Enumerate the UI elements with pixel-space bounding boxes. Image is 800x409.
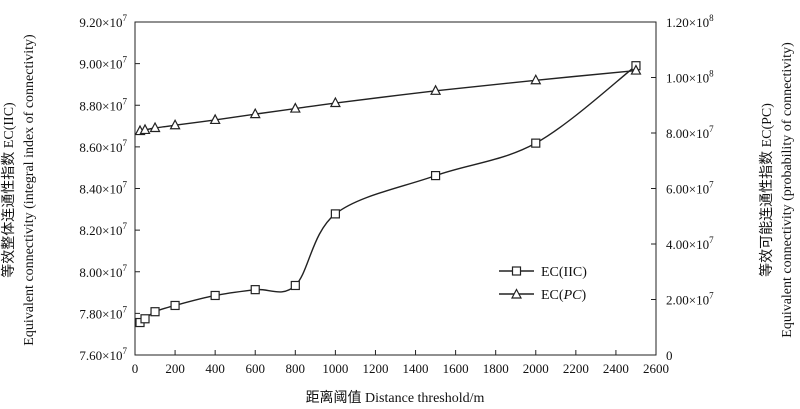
- data-point-square: [531, 138, 541, 148]
- data-point-triangle: [530, 73, 542, 85]
- left-y-tick-label: 8.20×107: [79, 221, 127, 238]
- data-point-square: [210, 290, 220, 301]
- right-y-tick-label: 8.00×107: [666, 124, 714, 141]
- left-y-tick-label: 8.00×107: [79, 263, 127, 280]
- legend-label-ec-pc: EC(PC): [541, 288, 586, 303]
- legend-entry-ec-pc: EC(PC): [499, 288, 586, 303]
- data-point-triangle: [249, 107, 261, 119]
- data-point-triangle: [430, 84, 442, 95]
- x-axis-ticks: 0 200 400 600 800 1000 1200 1400 1600 1800 2000 220…: [132, 350, 669, 376]
- x-tick-label: 200: [165, 361, 185, 376]
- x-tick-label: 1400: [403, 361, 429, 376]
- right-y-tick-label: 6.00×107: [666, 180, 714, 197]
- left-y-tick-label: 8.60×107: [79, 138, 127, 155]
- x-tick-label: 0: [132, 361, 139, 376]
- left-y-axis-title-en: Equivalent connectivity (integral index …: [22, 34, 37, 346]
- x-tick-label: 2400: [603, 361, 629, 376]
- data-point-square: [430, 170, 441, 181]
- data-point-triangle: [169, 118, 181, 130]
- left-y-axis-ticks: 7.60×107 7.80×107 8.00×107 8.20×107 8.40×107…: [79, 13, 140, 363]
- legend: EC(IIC) EC(PC): [499, 265, 587, 303]
- right-y-axis-title-en: Equivalent connectivity (probability of …: [780, 42, 795, 338]
- legend-square-marker: [511, 266, 522, 276]
- left-y-tick-label: 8.80×107: [79, 96, 127, 113]
- left-y-tick-label: 9.20×107: [79, 13, 127, 30]
- data-point-triangle: [139, 123, 151, 135]
- x-tick-label: 400: [205, 361, 225, 376]
- x-tick-label: 800: [286, 361, 306, 376]
- left-y-tick-label: 7.60×107: [79, 346, 127, 363]
- data-point-triangle: [630, 64, 642, 75]
- legend-label-ec-iic: EC(IIC): [541, 265, 587, 280]
- data-point-triangle: [289, 102, 301, 113]
- left-y-axis-title-cn: 等效整体连通性指数 EC(IIC): [0, 102, 17, 278]
- x-tick-label: 1200: [362, 361, 388, 376]
- x-tick-label: 600: [245, 361, 265, 376]
- x-tick-label: 2600: [643, 361, 669, 376]
- data-point-triangle: [209, 113, 221, 125]
- x-tick-label: 1600: [443, 361, 469, 376]
- legend-triangle-marker: [511, 288, 522, 299]
- right-y-tick-label: 4.00×107: [666, 235, 714, 252]
- series-ec-iic-: [135, 61, 641, 328]
- left-y-tick-label: 9.00×107: [79, 55, 127, 72]
- data-point-square: [290, 280, 300, 291]
- right-y-tick-label: 1.20×108: [666, 13, 714, 30]
- left-y-tick-label: 8.40×107: [79, 180, 127, 197]
- right-y-tick-label: 2.00×107: [666, 291, 714, 308]
- x-axis-title: 距离阈值 Distance threshold/m: [306, 389, 485, 406]
- data-point-triangle: [149, 121, 161, 133]
- x-tick-label: 1000: [322, 361, 348, 376]
- x-tick-label: 2200: [563, 361, 589, 376]
- legend-entry-ec-iic: EC(IIC): [499, 265, 587, 280]
- left-y-tick-label: 7.80×107: [79, 304, 127, 321]
- x-tick-label: 1800: [483, 361, 509, 376]
- series-layer: [134, 61, 642, 328]
- right-y-axis-title-cn: 等效可能连通性指数 EC(PC): [758, 103, 775, 277]
- right-y-tick-label: 1.00×108: [666, 69, 714, 86]
- right-y-tick-label: 0: [666, 348, 673, 363]
- data-point-square: [330, 209, 340, 219]
- right-y-axis-ticks: 0 2.00×107 4.00×107 6.00×107 8.00×107 1.00×10…: [651, 13, 714, 363]
- data-point-square: [150, 307, 160, 317]
- series-line: [139, 65, 637, 324]
- data-point-triangle: [329, 96, 341, 108]
- series-ec-pc-: [134, 64, 642, 136]
- x-tick-label: 2000: [523, 361, 549, 376]
- data-point-square: [170, 300, 180, 311]
- data-point-square: [250, 285, 260, 295]
- data-point-square: [140, 314, 150, 324]
